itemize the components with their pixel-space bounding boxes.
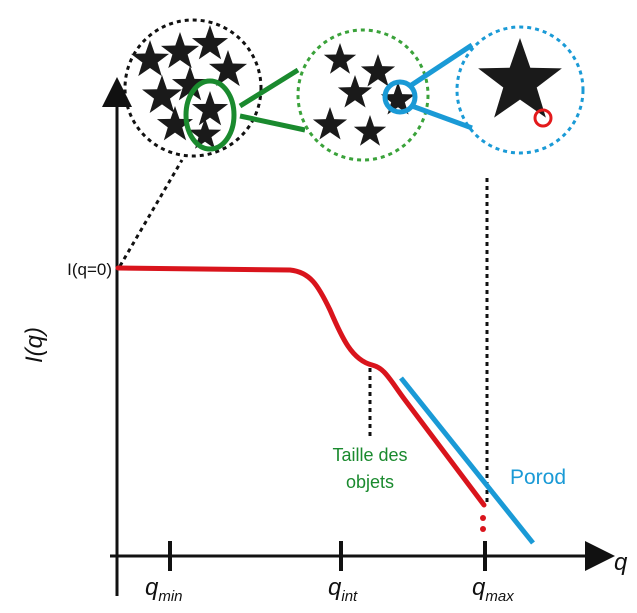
tick-label: qmax <box>472 574 514 605</box>
tick-label: qmin <box>145 574 183 605</box>
size-label: objets <box>346 472 394 492</box>
scattering-curve <box>115 265 487 508</box>
x-axis-label: q <box>614 549 628 576</box>
zoom-circle-small <box>455 25 585 155</box>
curve-point <box>480 515 486 521</box>
zoom-connector-blue <box>408 42 474 131</box>
curve-point <box>480 526 486 532</box>
intercept-label: I(q=0) <box>67 260 112 279</box>
porod-label: Porod <box>510 466 566 489</box>
size-label: Taille des <box>332 445 407 465</box>
axes <box>102 77 615 596</box>
y-axis-label: I(q) <box>21 327 48 363</box>
zoom-circle-large <box>123 18 263 158</box>
tick-label: qint <box>328 574 358 605</box>
guide-lines <box>118 159 489 505</box>
zoom-circle-medium <box>296 28 430 162</box>
zoom-connector-green <box>238 67 306 133</box>
porod-line <box>399 376 535 545</box>
